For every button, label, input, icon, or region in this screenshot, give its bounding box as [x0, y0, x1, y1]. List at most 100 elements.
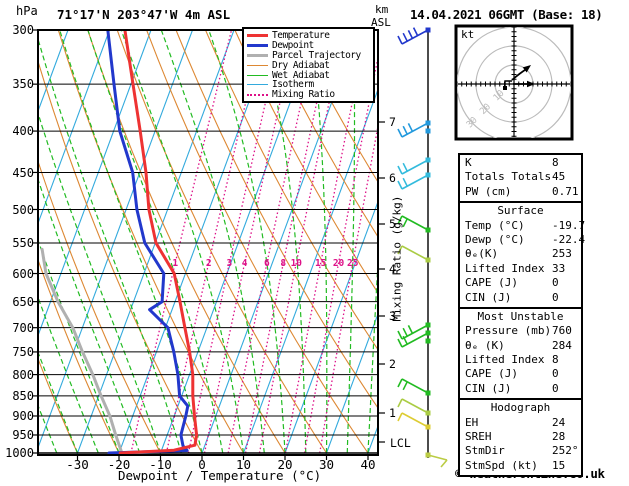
- legend-item: Mixing Ratio: [247, 89, 373, 100]
- pressure-tick-label: 750: [12, 344, 34, 359]
- mixing-ratio-label: 20: [333, 258, 345, 269]
- panel-row: Pressure (mb) 760: [460, 324, 581, 338]
- mixing-ratio-label: 2: [206, 258, 212, 269]
- panel-row-label: K: [465, 156, 472, 169]
- hodograph-arrowhead: [522, 65, 531, 73]
- km-tick-label: 1: [389, 406, 396, 420]
- pressure-tick-label: 400: [12, 124, 34, 139]
- km-tick-label: 5: [389, 217, 396, 231]
- wind-barb: [397, 378, 431, 396]
- mixing-ratio-label: 4: [242, 258, 248, 269]
- mixing-ratio-label: 6: [264, 258, 270, 269]
- mixing-ratio-label: 15: [315, 258, 327, 269]
- mixing-ratio-label: 1: [172, 258, 178, 269]
- pressure-tick-label: 300: [12, 23, 34, 37]
- panel-row-label: Dewp (°C): [465, 232, 525, 246]
- panel-row: CIN (J) 0: [460, 291, 581, 305]
- wet-adiabat-line: [346, 30, 356, 453]
- hodograph-origin-marker: [503, 86, 507, 90]
- wind-barb: [425, 452, 448, 468]
- isotherm-line: [325, 312, 378, 455]
- temperature-curve: [118, 30, 199, 455]
- temperature-tick-label: 30: [318, 457, 335, 472]
- legend: Temperature Dewpoint Parcel Trajectory Dry …: [242, 27, 375, 103]
- wind-barb: [425, 338, 431, 344]
- wet-adiabat-line: [260, 30, 307, 454]
- panel-row: Lifted Index 8: [460, 353, 581, 367]
- mixing-ratio-line: [244, 30, 333, 454]
- wind-barb: [397, 172, 431, 190]
- temperature-tick-label: 40: [360, 457, 376, 472]
- pressure-tick-label: 700: [12, 320, 34, 335]
- panel-row-label: CAPE (J): [465, 276, 518, 290]
- legend-item: Wet Adiabat: [247, 70, 373, 81]
- asl-unit-label: ASL: [371, 16, 391, 29]
- panel-row-label: CIN (J): [465, 381, 512, 395]
- panel-row: Totals Totals 45: [460, 170, 581, 184]
- panel-row-label: Lifted Index: [465, 261, 545, 275]
- wind-barb-column: [397, 27, 448, 468]
- pressure-tick-label: 650: [12, 294, 34, 309]
- temperature-tick-label: 20: [277, 457, 293, 472]
- lcl-label: LCL: [390, 436, 411, 450]
- panel-row-value: 252°: [552, 444, 579, 458]
- km-tick-label: 2: [389, 357, 396, 371]
- temperature-tick-label: -20: [107, 457, 131, 472]
- panel-row-value: 0: [552, 367, 559, 381]
- wet-adiabat-line: [38, 111, 162, 454]
- x-axis-label: Dewpoint / Temperature (°C): [118, 468, 322, 483]
- mixing-ratio-label: 25: [347, 258, 359, 269]
- panel-row-value: 760: [552, 324, 572, 338]
- mixing-ratio-line: [303, 53, 378, 454]
- pressure-tick-label: 600: [12, 266, 34, 281]
- datetime-title: 14.04.2021 06GMT (Base: 18): [410, 7, 603, 22]
- pressure-tick-label: 500: [12, 202, 34, 217]
- panel-section: Surface Temp (°C) -19.7 Dewp (°C) -22.4 θₑ(K)…: [458, 201, 585, 309]
- panel-row: Dewp (°C) -22.4: [460, 232, 585, 247]
- pressure-tick-label: 800: [12, 367, 34, 382]
- panel-row-value: 253: [552, 247, 572, 261]
- panel-row-value: 0: [552, 276, 559, 290]
- legend-item: Parcel Trajectory: [247, 50, 373, 61]
- panel-row-value: 28: [552, 430, 566, 444]
- mixing-ratio-label: 3: [227, 258, 233, 269]
- panel-row: CAPE (J) 0: [460, 367, 581, 381]
- panel-row-label: SREH: [465, 430, 492, 444]
- panel-section-header: Surface: [497, 204, 544, 218]
- pressure-unit-label: hPa: [16, 4, 38, 18]
- pressure-tick-label: 950: [12, 428, 34, 442]
- wind-barb: [397, 157, 431, 175]
- pressure-tick-label: 850: [12, 388, 34, 403]
- hodograph-trace: [504, 80, 512, 88]
- panel-row-value: 0: [552, 381, 559, 395]
- panel-row: SREH 28: [460, 430, 581, 444]
- legend-swatch: [247, 53, 268, 57]
- panel-row-value: 8: [552, 353, 559, 367]
- pressure-tick-label: 1000: [5, 446, 34, 460]
- panel-row-value: 15: [552, 458, 566, 472]
- mixing-ratio-line: [130, 30, 233, 454]
- wet-adiabat-line: [208, 30, 286, 454]
- panel-row-value: 45: [552, 170, 566, 184]
- panel-row: CAPE (J) 0: [460, 276, 581, 290]
- panel-section: Most Unstable Pressure (mb) 760 θₑ (K) 284 Li…: [458, 306, 583, 401]
- panel-section: K 8 Totals Totals 45 PW (cm) 0.71: [458, 153, 583, 204]
- legend-item: Dewpoint: [247, 40, 373, 51]
- panel-section: Hodograph EH 24 SREH 28 StmDir 252° StmSpd (kt)…: [458, 398, 583, 478]
- panel-row-label: Temp (°C): [465, 218, 525, 232]
- parcel-trajectory-curve: [40, 247, 124, 455]
- panel-row-value: 0: [552, 290, 559, 304]
- legend-swatch: [247, 64, 268, 66]
- mixing-ratio-line: [258, 30, 345, 454]
- wet-adiabat-line: [59, 30, 203, 454]
- legend-label: Parcel Trajectory: [272, 50, 361, 61]
- mixing-ratio-line: [187, 30, 283, 454]
- wet-adiabat-line: [38, 36, 182, 454]
- wind-barb: [425, 128, 431, 134]
- panel-row-label: Lifted Index: [465, 353, 545, 367]
- mixing-ratio-label: 10: [291, 258, 303, 269]
- temperature-tick-label: 10: [235, 457, 252, 472]
- panel-row: Temp (°C) -19.7: [460, 218, 585, 233]
